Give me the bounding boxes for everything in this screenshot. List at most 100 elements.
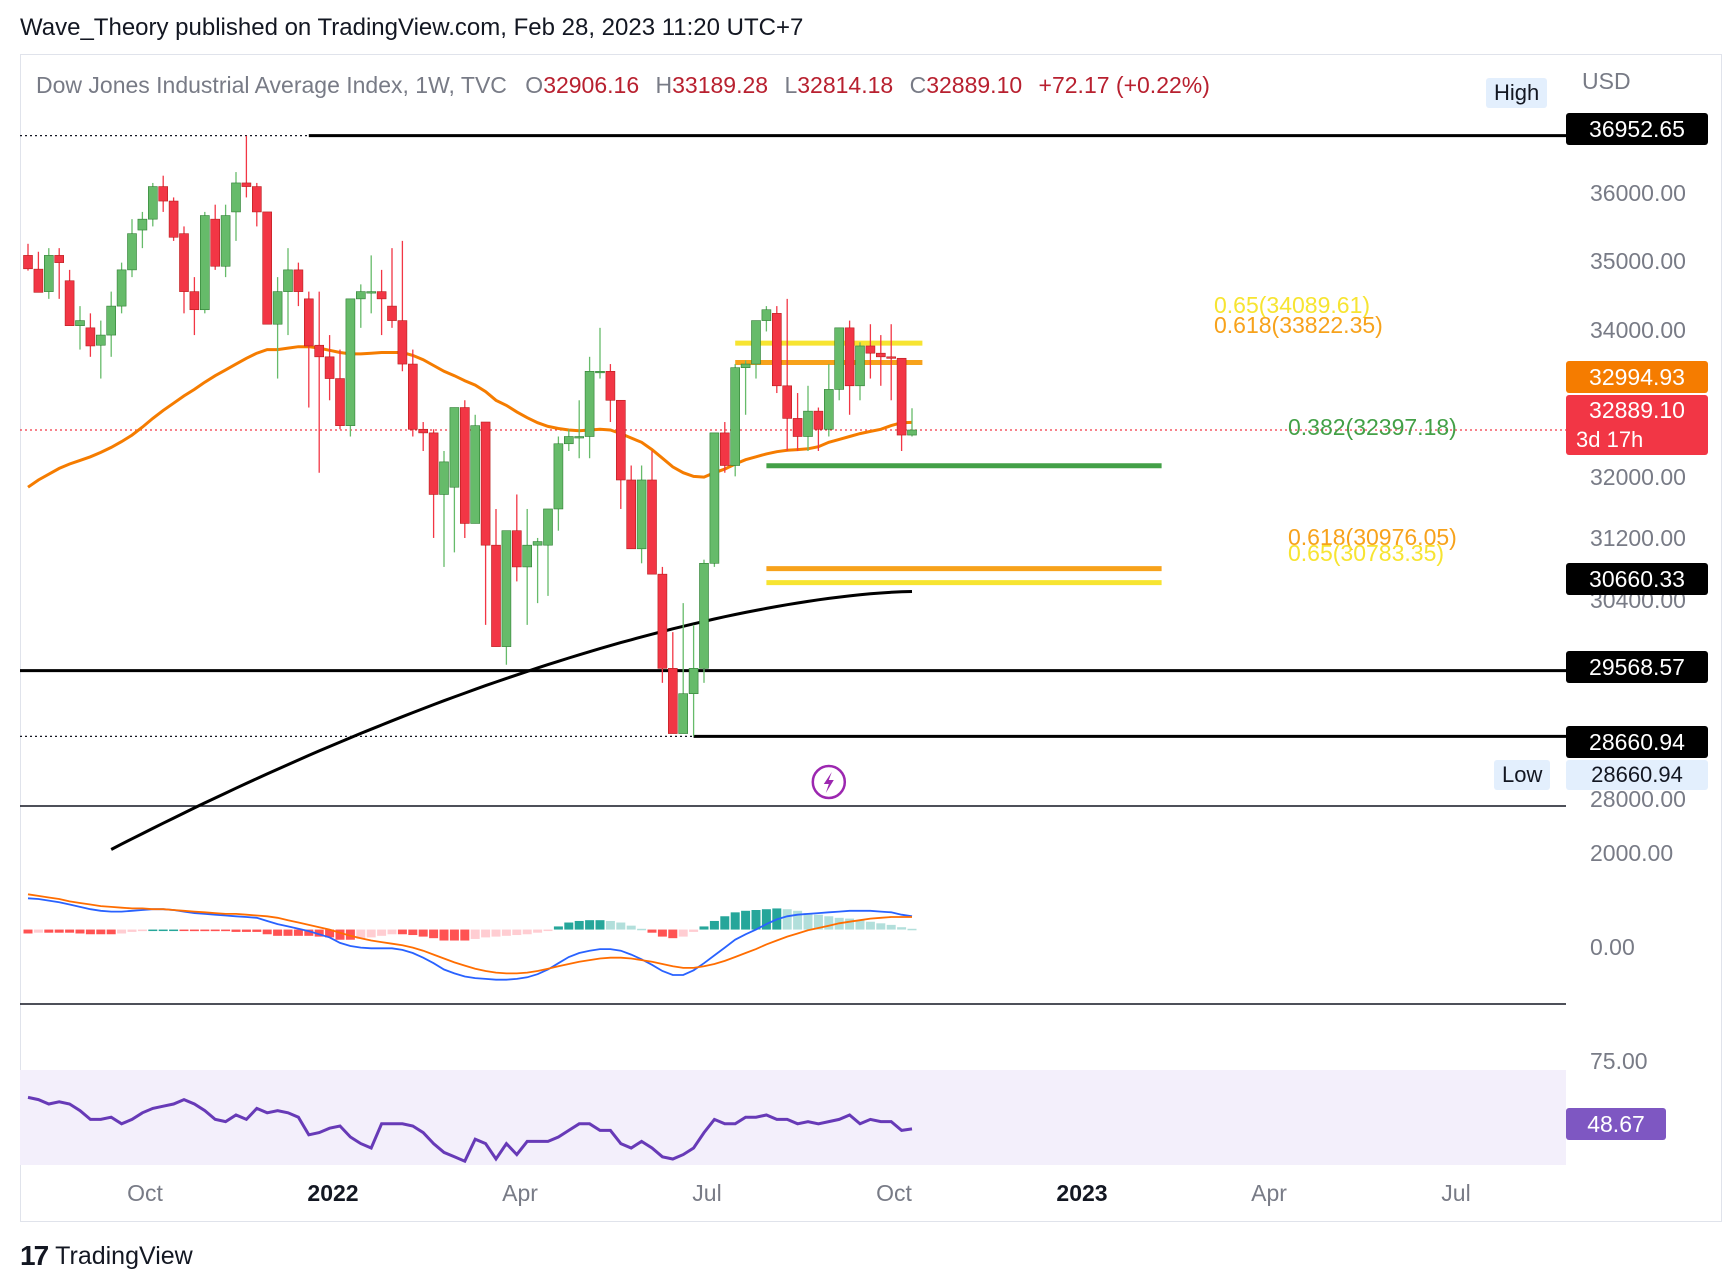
macd-signal-line: [27, 893, 912, 975]
candle-body: [584, 371, 595, 437]
candle-body: [782, 385, 793, 419]
macd-histogram-bar: [564, 922, 574, 930]
macd-histogram-bar: [793, 910, 803, 930]
candle-body: [345, 298, 356, 426]
candle-body: [907, 429, 917, 436]
tv-logo-icon: 17: [20, 1240, 49, 1271]
candle-body: [158, 186, 168, 202]
macd-histogram-bar: [689, 929, 699, 932]
low-tag: Low: [1494, 760, 1551, 790]
candle-body: [813, 410, 824, 430]
candle-body: [220, 215, 231, 267]
macd-histogram-bar: [366, 929, 376, 938]
candle-body: [262, 211, 273, 325]
fib-label-065-upper: 0.65(34089.61): [1214, 292, 1371, 318]
candle-body: [678, 693, 689, 734]
candle-body: [647, 479, 657, 575]
candle-body: [699, 562, 709, 669]
macd-histogram-bar: [668, 929, 678, 939]
candle-body: [553, 443, 564, 510]
macd-histogram-bar: [449, 929, 459, 941]
candle-body: [657, 573, 668, 669]
macd-histogram-bar: [418, 929, 428, 937]
candle-body: [241, 182, 252, 187]
macd-histogram-bar: [345, 929, 355, 940]
macd-histogram-bar: [283, 929, 293, 936]
candle-body: [335, 378, 345, 426]
macd-histogram-bar: [512, 929, 522, 936]
candle-body: [740, 363, 751, 368]
macd-histogram-bar: [210, 929, 220, 932]
candle-body: [615, 399, 626, 481]
macd-histogram-bar: [865, 921, 875, 930]
macd-histogram-bar: [657, 929, 667, 937]
last-price-badge: 32889.10 3d 17h: [1566, 395, 1708, 455]
macd-histogram-bar: [54, 929, 64, 933]
sma-line: [110, 590, 913, 851]
high-prefix: H: [655, 72, 673, 98]
fib-label-0382: 0.382(32397.18): [1288, 414, 1457, 440]
price-tick: 32000.00: [1590, 464, 1686, 490]
rsi-badge: 48.67: [1566, 1108, 1666, 1140]
high-value: 33189.28: [672, 72, 769, 98]
ohlc-legend: Dow Jones Industrial Average Index, 1W, …: [36, 72, 1210, 99]
support-badge: 29568.57: [1566, 651, 1708, 683]
candle-body: [886, 356, 897, 359]
tradingview-logo[interactable]: 17 TradingView: [20, 1240, 193, 1272]
macd-histogram-bar: [782, 909, 792, 930]
macd-histogram-bar: [595, 920, 605, 930]
candle-body: [803, 410, 813, 437]
low-value: 32814.18: [797, 72, 894, 98]
macd-histogram-bar: [522, 929, 532, 935]
macd-histogram-bar: [543, 929, 553, 932]
macd-histogram-bar: [262, 929, 272, 935]
candle-body: [709, 432, 720, 564]
candle-body: [875, 352, 886, 358]
macd-histogram-bar: [200, 929, 210, 932]
macd-tick: 0.00: [1590, 934, 1635, 960]
sma-badge: 30660.33: [1566, 563, 1708, 595]
macd-histogram-bar: [553, 926, 563, 930]
time-tick: Jul: [1441, 1180, 1471, 1206]
macd-histogram-bar: [33, 929, 43, 933]
macd-histogram-bar: [616, 922, 626, 930]
macd-histogram-bar: [169, 929, 179, 932]
macd-histogram-bar: [741, 910, 751, 930]
candle-body: [896, 357, 907, 436]
candle-body: [855, 345, 865, 387]
candle-body: [865, 345, 876, 354]
macd-histogram-bar: [501, 929, 511, 936]
candle-body: [595, 371, 605, 374]
candle-body: [96, 334, 106, 346]
fib-label-0618-upper: 0.618(33822.35): [1214, 312, 1383, 338]
candle-body: [501, 530, 512, 647]
candle-body: [470, 425, 481, 524]
macd-histogram-bar: [75, 929, 85, 934]
candle-body: [834, 327, 845, 390]
candle-body: [355, 291, 366, 300]
macd-histogram-bar: [886, 924, 896, 930]
chart-frame: [20, 54, 1722, 1222]
price-tick: 35000.00: [1590, 248, 1686, 274]
candle-body: [688, 668, 699, 695]
candle-body: [605, 371, 616, 401]
candle-body: [491, 544, 501, 647]
macd-histogram-bar: [241, 929, 251, 932]
open-prefix: O: [525, 72, 544, 98]
macd-histogram-bar: [824, 916, 834, 930]
price-tick: 34000.00: [1590, 317, 1686, 343]
candle-body: [293, 269, 304, 292]
macd-histogram-bar: [335, 929, 345, 940]
low-prefix: L: [784, 72, 798, 98]
macd-histogram-bar: [231, 929, 241, 932]
macd-histogram-bar: [907, 928, 917, 931]
candle-body: [137, 218, 148, 231]
macd-histogram-bar: [637, 928, 647, 931]
macd-histogram-bar: [325, 929, 335, 938]
macd-histogram-bar: [65, 929, 75, 933]
macd-histogram-bar: [605, 920, 615, 930]
time-tick: Jul: [692, 1180, 722, 1206]
candle-body: [231, 182, 241, 213]
macd-histogram-bar: [709, 920, 719, 930]
